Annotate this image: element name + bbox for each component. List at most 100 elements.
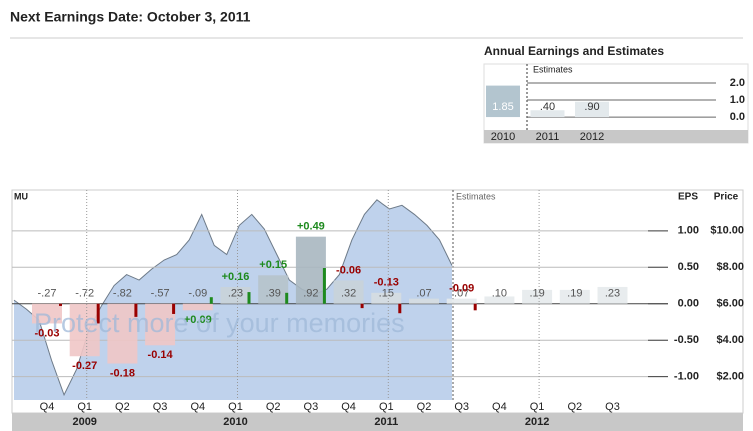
surprise-bar bbox=[285, 292, 289, 304]
year-label: 2011 bbox=[374, 416, 398, 428]
value-label: .40 bbox=[540, 101, 555, 113]
eps-bar bbox=[446, 298, 477, 304]
annual-title: Annual Earnings and Estimates bbox=[484, 44, 664, 58]
surprise-bar bbox=[172, 303, 176, 314]
eps-bar bbox=[145, 303, 176, 346]
eps-bar bbox=[484, 296, 515, 304]
surprise-label: -0.18 bbox=[110, 367, 135, 379]
x-tick-label: Q2 bbox=[266, 401, 281, 413]
eps-label: .19 bbox=[567, 288, 582, 300]
eps-bar bbox=[333, 280, 364, 304]
x-tick-label: Q2 bbox=[115, 401, 130, 413]
y2-tick-label: $2.00 bbox=[716, 371, 744, 383]
surprise-bar bbox=[473, 303, 477, 311]
surprise-bar bbox=[96, 303, 100, 324]
eps-bar bbox=[258, 275, 289, 304]
eps-label: .32 bbox=[341, 288, 356, 300]
x-tick-label: Q2 bbox=[567, 401, 582, 413]
eps-bar bbox=[597, 286, 628, 304]
x-tick-label: Q3 bbox=[153, 401, 168, 413]
annual-annotation: Estimates bbox=[533, 64, 573, 74]
estimates-annotation: Estimates bbox=[456, 191, 496, 201]
y2-tick-label: $10.00 bbox=[710, 225, 744, 237]
x-tick-label: Q1 bbox=[530, 401, 545, 413]
eps-bar bbox=[220, 286, 251, 304]
year-label: 2010 bbox=[223, 416, 247, 428]
surprise-label: +0.16 bbox=[222, 271, 250, 283]
eps-bar bbox=[69, 303, 100, 357]
eps-label: -.72 bbox=[75, 288, 94, 300]
x-tick-label: Q1 bbox=[379, 401, 394, 413]
y2-tick-label: $6.00 bbox=[716, 298, 744, 310]
y2-tick-label: $4.00 bbox=[716, 334, 744, 346]
surprise-bar bbox=[360, 303, 364, 309]
eps-bar bbox=[522, 289, 553, 304]
eps-label: -.27 bbox=[38, 288, 57, 300]
surprise-bar bbox=[134, 303, 138, 317]
y2-axis-title: Price bbox=[714, 192, 739, 203]
symbol: MU bbox=[14, 191, 28, 201]
surprise-label: -0.03 bbox=[34, 327, 59, 339]
x-tick-label: Q3 bbox=[304, 401, 319, 413]
x-tick-label: Q3 bbox=[454, 401, 469, 413]
value-label: 1.85 bbox=[492, 101, 513, 113]
y-tick-label: 0.0 bbox=[730, 111, 745, 123]
surprise-label: -0.13 bbox=[374, 277, 399, 289]
surprise-label: +0.49 bbox=[297, 221, 325, 233]
bar bbox=[575, 101, 609, 118]
x-tick-label: 2012 bbox=[580, 131, 604, 143]
eps-bar bbox=[182, 303, 213, 311]
eps-bar bbox=[32, 303, 62, 324]
eps-label: -.57 bbox=[151, 288, 170, 300]
eps-bar bbox=[107, 303, 138, 364]
y-axis-title: EPS bbox=[678, 192, 698, 203]
eps-label: .23 bbox=[228, 288, 243, 300]
surprise-bar bbox=[398, 303, 402, 314]
eps-label: .19 bbox=[529, 288, 544, 300]
eps-label: .07 bbox=[454, 288, 469, 300]
eps-label: .23 bbox=[605, 288, 620, 300]
eps-label: .15 bbox=[379, 288, 394, 300]
x-tick-label: Q4 bbox=[40, 401, 55, 413]
bar bbox=[530, 110, 565, 118]
surprise-bar bbox=[59, 303, 62, 306]
y-tick-label: -1.00 bbox=[674, 371, 699, 383]
value-label: .90 bbox=[584, 101, 599, 113]
surprise-bar bbox=[247, 292, 251, 304]
x-tick-label: Q4 bbox=[190, 401, 205, 413]
eps-bar bbox=[409, 298, 439, 304]
year-band bbox=[12, 413, 743, 431]
annual-axis-band bbox=[484, 130, 748, 143]
eps-bar bbox=[371, 292, 402, 304]
surprise-label: -0.27 bbox=[72, 360, 97, 372]
y-tick-label: -0.50 bbox=[674, 334, 699, 346]
surprise-bar bbox=[209, 297, 213, 304]
y-tick-label: 2.0 bbox=[730, 77, 745, 89]
surprise-bar bbox=[322, 268, 326, 304]
eps-bar bbox=[295, 236, 326, 304]
surprise-label: +0.09 bbox=[184, 314, 212, 326]
year-label: 2009 bbox=[72, 416, 96, 428]
x-tick-label: Q1 bbox=[77, 401, 92, 413]
y2-tick-label: $8.00 bbox=[716, 261, 744, 273]
surprise-label: -0.14 bbox=[148, 349, 174, 361]
eps-label: .39 bbox=[266, 288, 281, 300]
eps-bar bbox=[559, 289, 590, 304]
watermark: Protect more of your memories bbox=[34, 308, 405, 338]
eps-label: -.09 bbox=[188, 288, 207, 300]
bar bbox=[486, 85, 520, 118]
x-tick-label: 2011 bbox=[536, 131, 560, 143]
x-tick-label: Q2 bbox=[417, 401, 432, 413]
eps-label: .92 bbox=[303, 288, 318, 300]
x-tick-label: Q1 bbox=[228, 401, 243, 413]
eps-label: .10 bbox=[492, 288, 507, 300]
surprise-label: -0.06 bbox=[336, 264, 361, 276]
y-tick-label: 0.50 bbox=[678, 261, 699, 273]
x-tick-label: Q3 bbox=[605, 401, 620, 413]
x-tick-label: Q4 bbox=[341, 401, 356, 413]
eps-label: -.82 bbox=[113, 288, 132, 300]
surprise-label: +0.15 bbox=[259, 259, 287, 271]
surprise-label: -0.09 bbox=[449, 283, 474, 295]
